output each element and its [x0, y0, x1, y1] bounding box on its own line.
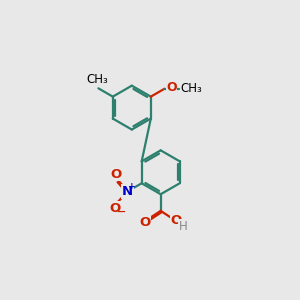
Text: O: O [110, 168, 122, 181]
Text: O: O [166, 81, 177, 94]
Text: −: − [116, 207, 126, 217]
Text: CH₃: CH₃ [86, 74, 108, 86]
Text: CH₃: CH₃ [180, 82, 202, 95]
Text: O: O [170, 214, 182, 227]
Text: O: O [139, 216, 150, 229]
Text: H: H [178, 220, 187, 232]
Text: +: + [128, 182, 136, 191]
Text: N: N [122, 185, 133, 198]
Text: O: O [110, 202, 121, 215]
